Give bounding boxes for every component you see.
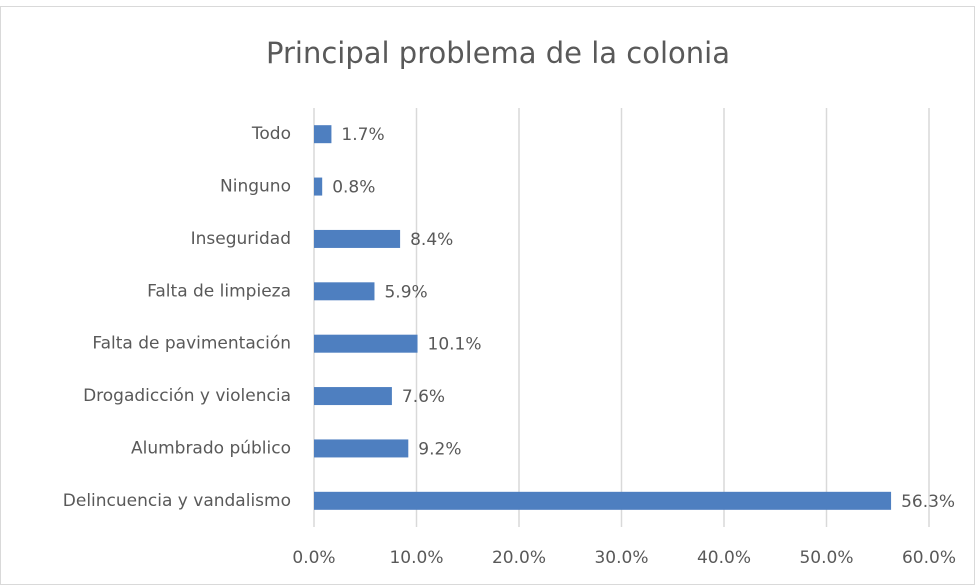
data-label: 1.7% <box>341 125 384 145</box>
x-tick-label: 50.0% <box>799 548 853 568</box>
bar <box>314 439 409 458</box>
y-tick-label: Ninguno <box>220 177 291 197</box>
y-tick-label: Falta de pavimentación <box>92 334 291 354</box>
bar <box>314 387 392 406</box>
chart-title: Principal problema de la colonia <box>266 36 730 70</box>
bar <box>314 229 401 248</box>
y-tick-label: Inseguridad <box>191 229 291 249</box>
data-label: 8.4% <box>410 230 453 250</box>
y-tick-label: Delincuencia y vandalismo <box>63 491 291 511</box>
x-tick-label: 30.0% <box>594 548 648 568</box>
x-tick-label: 0.0% <box>292 548 335 568</box>
data-label: 0.8% <box>332 178 375 198</box>
y-tick-label: Alumbrado público <box>131 438 291 458</box>
bar <box>314 282 375 301</box>
data-label: 56.3% <box>901 492 955 512</box>
x-tick-label: 40.0% <box>697 548 751 568</box>
data-label: 10.1% <box>428 335 482 355</box>
x-tick-label: 20.0% <box>492 548 546 568</box>
data-label: 5.9% <box>384 282 427 302</box>
y-tick-label: Falta de limpieza <box>147 281 291 301</box>
data-label: 9.2% <box>418 439 461 459</box>
bar <box>314 125 332 144</box>
y-tick-label: Todo <box>251 124 291 144</box>
x-tick-label: 60.0% <box>902 548 956 568</box>
data-label: 7.6% <box>402 387 445 407</box>
x-tick-label: 10.0% <box>389 548 443 568</box>
bar <box>314 177 323 196</box>
bar <box>314 491 892 510</box>
chart-frame <box>0 6 975 585</box>
y-tick-label: Drogadicción y violencia <box>83 386 291 406</box>
bar <box>314 334 418 353</box>
